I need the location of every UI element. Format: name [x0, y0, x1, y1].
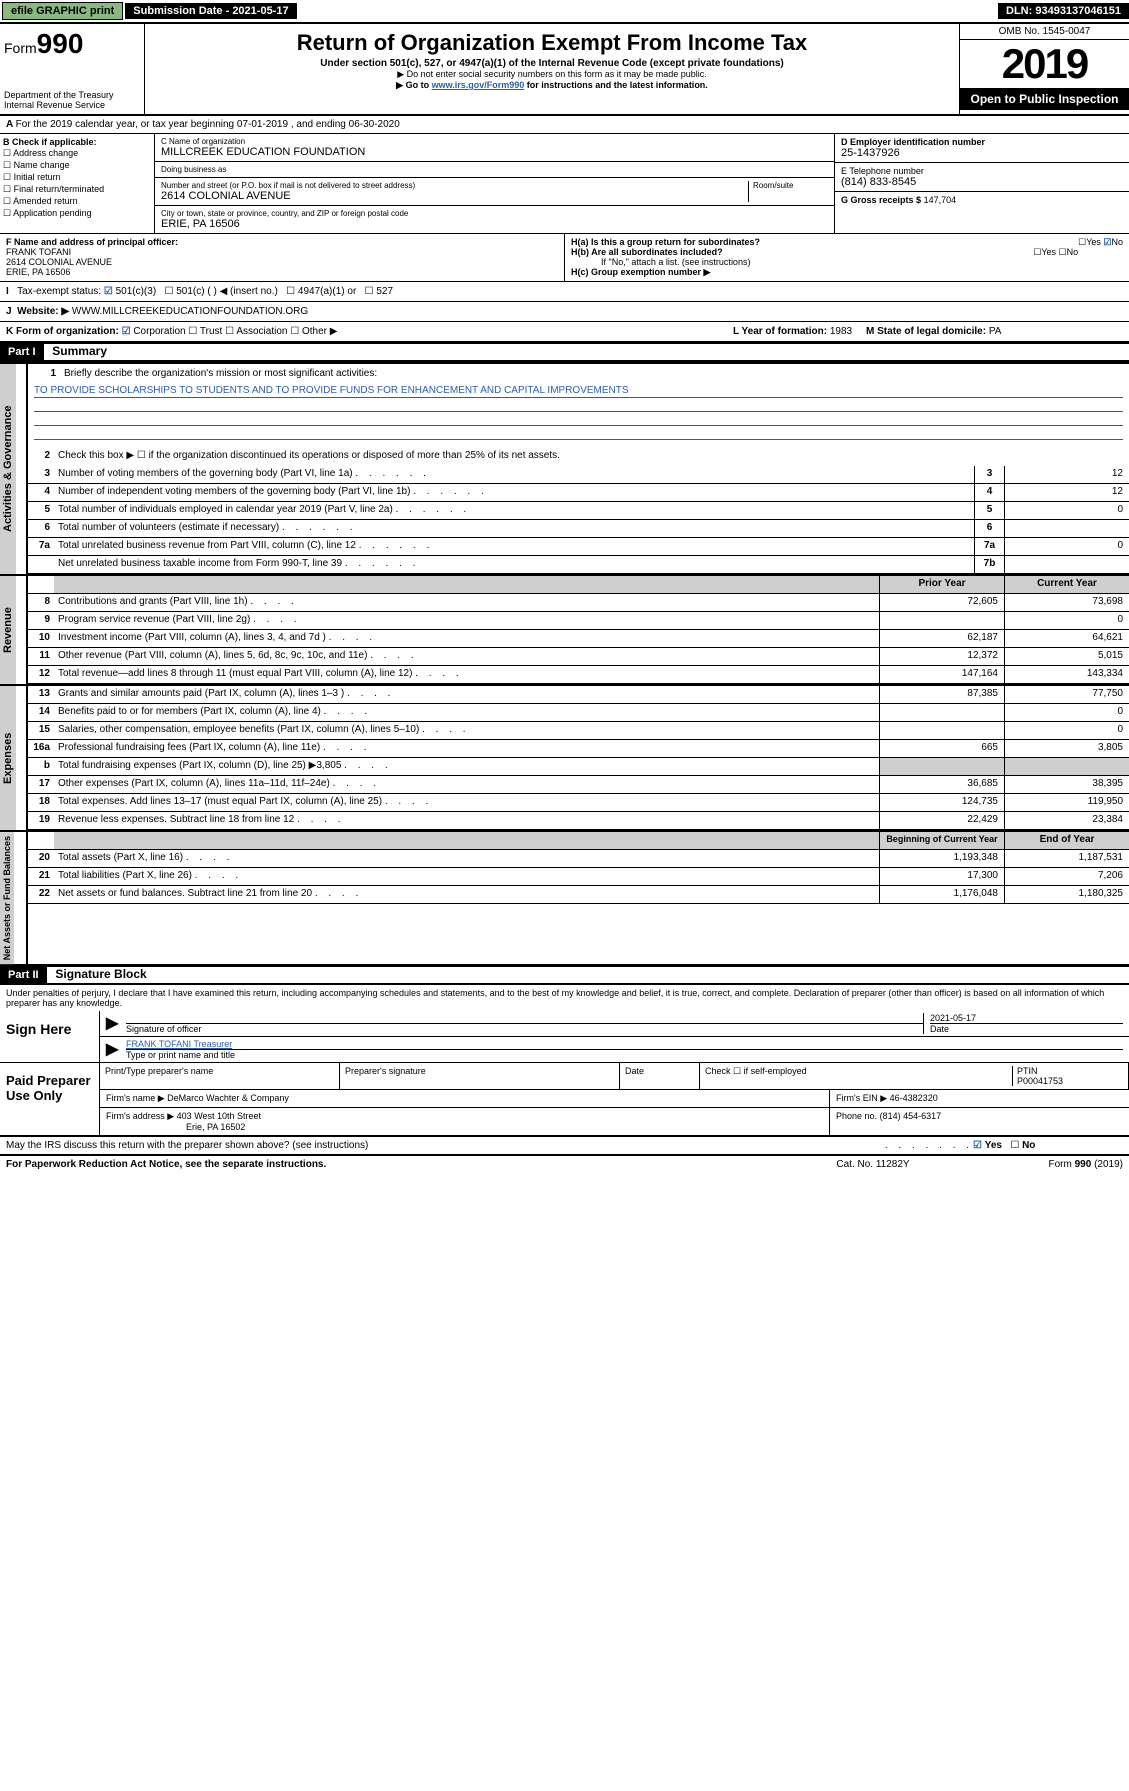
chk-address[interactable]: ☐ Address change — [3, 148, 151, 159]
top-bar: efile GRAPHIC print Submission Date - 20… — [0, 0, 1129, 24]
sig-date: 2021-05-17 — [930, 1013, 1123, 1023]
officer-addr1: 2614 COLONIAL AVENUE — [6, 257, 112, 267]
firm-addr: 403 West 10th Street — [177, 1111, 261, 1121]
phone: (814) 833-8545 — [841, 176, 916, 188]
part1-header: Part I Summary — [0, 343, 1129, 362]
mission-text: TO PROVIDE SCHOLARSHIPS TO STUDENTS AND … — [34, 384, 1123, 398]
dba-label: Doing business as — [161, 165, 828, 174]
chk-amended[interactable]: ☐ Amended return — [3, 196, 151, 207]
dln: DLN: 93493137046151 — [998, 3, 1129, 19]
line-10: 10 Investment income (Part VIII, column … — [28, 630, 1129, 648]
line-7a: 7a Total unrelated business revenue from… — [28, 538, 1129, 556]
expenses-section: Expenses 13 Grants and similar amounts p… — [0, 684, 1129, 830]
year-formation: 1983 — [830, 326, 852, 337]
paid-preparer-block: Paid Preparer Use Only Print/Type prepar… — [0, 1063, 1129, 1136]
chk-name[interactable]: ☐ Name change — [3, 160, 151, 171]
line-17: 17 Other expenses (Part IX, column (A), … — [28, 776, 1129, 794]
state-domicile: PA — [989, 326, 1002, 337]
line-9: 9 Program service revenue (Part VIII, li… — [28, 612, 1129, 630]
line-13: 13 Grants and similar amounts paid (Part… — [28, 686, 1129, 704]
side-ag: Activities & Governance — [0, 364, 16, 574]
tax-year: 2019 — [960, 40, 1129, 88]
firm-phone: (814) 454-6317 — [880, 1111, 942, 1121]
line-22: 22 Net assets or fund balances. Subtract… — [28, 886, 1129, 904]
officer-name: FRANK TOFANI — [6, 247, 71, 257]
section-c: C Name of organization MILLCREEK EDUCATI… — [155, 134, 834, 233]
open-public-badge: Open to Public Inspection — [960, 88, 1129, 110]
chk-pending[interactable]: ☐ Application pending — [3, 208, 151, 219]
line-8: 8 Contributions and grants (Part VIII, l… — [28, 594, 1129, 612]
line-20: 20 Total assets (Part X, line 16) . . . … — [28, 850, 1129, 868]
firm-city: Erie, PA 16502 — [106, 1122, 245, 1132]
street-address: 2614 COLONIAL AVENUE — [161, 190, 748, 202]
line-16a: 16a Professional fundraising fees (Part … — [28, 740, 1129, 758]
city-state-zip: ERIE, PA 16506 — [161, 218, 828, 230]
section-klm: K Form of organization: ☑ Corporation ☐ … — [0, 322, 1129, 343]
form-ref: Form 990 (2019) — [973, 1159, 1123, 1170]
footer: For Paperwork Reduction Act Notice, see … — [0, 1154, 1129, 1173]
line-3: 3 Number of voting members of the govern… — [28, 466, 1129, 484]
officer-typed-name: FRANK TOFANI Treasurer — [126, 1039, 1123, 1049]
firm-ein: 46-4382320 — [890, 1093, 938, 1103]
line-19: 19 Revenue less expenses. Subtract line … — [28, 812, 1129, 830]
website[interactable]: WWW.MILLCREEKEDUCATIONFOUNDATION.ORG — [72, 306, 308, 317]
cat-no: Cat. No. 11282Y — [773, 1159, 973, 1170]
part2-header: Part II Signature Block — [0, 966, 1129, 985]
section-bcdeg: B Check if applicable: ☐ Address change … — [0, 134, 1129, 234]
line-6: 6 Total number of volunteers (estimate i… — [28, 520, 1129, 538]
side-net: Net Assets or Fund Balances — [0, 832, 14, 964]
note-link: ▶ Go to www.irs.gov/Form990 for instruct… — [153, 80, 951, 91]
irs-link[interactable]: www.irs.gov/Form990 — [432, 80, 525, 90]
section-j: J Website: ▶ WWW.MILLCREEKEDUCATIONFOUND… — [0, 302, 1129, 322]
room-label: Room/suite — [753, 181, 828, 190]
form-number: Form990 — [4, 28, 140, 60]
dept-label: Department of the Treasury Internal Reve… — [4, 90, 140, 110]
form-subtitle: Under section 501(c), 527, or 4947(a)(1)… — [153, 58, 951, 69]
line-4: 4 Number of independent voting members o… — [28, 484, 1129, 502]
side-rev: Revenue — [0, 576, 16, 684]
ein: 25-1437926 — [841, 147, 900, 159]
gross-receipts: 147,704 — [924, 195, 957, 205]
efile-btn[interactable]: efile GRAPHIC print — [2, 2, 123, 20]
side-exp: Expenses — [0, 686, 16, 830]
officer-addr2: ERIE, PA 16506 — [6, 267, 70, 277]
note-ssn: ▶ Do not enter social security numbers o… — [153, 69, 951, 80]
section-b: B Check if applicable: ☐ Address change … — [0, 134, 155, 233]
activities-governance: Activities & Governance 1Briefly describ… — [0, 362, 1129, 574]
line-14: 14 Benefits paid to or for members (Part… — [28, 704, 1129, 722]
sign-here-block: Sign Here ▶ Signature of officer 2021-05… — [0, 1011, 1129, 1063]
chk-initial[interactable]: ☐ Initial return — [3, 172, 151, 183]
line-7b: Net unrelated business taxable income fr… — [28, 556, 1129, 574]
section-a: A For the 2019 calendar year, or tax yea… — [0, 116, 1129, 134]
line-11: 11 Other revenue (Part VIII, column (A),… — [28, 648, 1129, 666]
section-fh: F Name and address of principal officer:… — [0, 234, 1129, 282]
ptin: P00041753 — [1017, 1076, 1063, 1086]
org-name: MILLCREEK EDUCATION FOUNDATION — [161, 146, 828, 158]
line-b: b Total fundraising expenses (Part IX, c… — [28, 758, 1129, 776]
perjury-text: Under penalties of perjury, I declare th… — [0, 985, 1129, 1011]
revenue-section: Revenue Prior Year Current Year 8 Contri… — [0, 574, 1129, 684]
line-5: 5 Total number of individuals employed i… — [28, 502, 1129, 520]
form-header: Form990 Department of the Treasury Inter… — [0, 24, 1129, 116]
submission-date: Submission Date - 2021-05-17 — [125, 3, 296, 19]
section-i: I Tax-exempt status: ☑ 501(c)(3) ☐ 501(c… — [0, 282, 1129, 302]
discuss-row: May the IRS discuss this return with the… — [0, 1136, 1129, 1154]
chk-final[interactable]: ☐ Final return/terminated — [3, 184, 151, 195]
line-21: 21 Total liabilities (Part X, line 26) .… — [28, 868, 1129, 886]
line-18: 18 Total expenses. Add lines 13–17 (must… — [28, 794, 1129, 812]
line-15: 15 Salaries, other compensation, employe… — [28, 722, 1129, 740]
line-12: 12 Total revenue—add lines 8 through 11 … — [28, 666, 1129, 684]
netassets-section: Net Assets or Fund Balances Beginning of… — [0, 830, 1129, 966]
firm-name: DeMarco Wachter & Company — [167, 1093, 289, 1103]
omb-number: OMB No. 1545-0047 — [960, 24, 1129, 40]
form-title: Return of Organization Exempt From Incom… — [153, 30, 951, 56]
